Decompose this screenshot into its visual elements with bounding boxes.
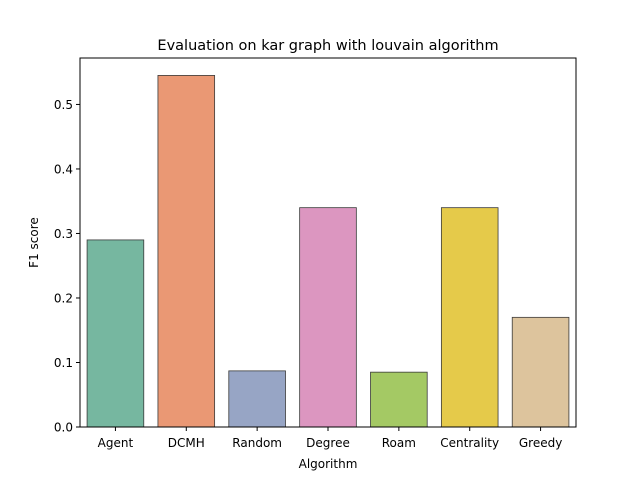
bar-centrality <box>440 207 499 428</box>
chart-title: Evaluation on kar graph with louvain alg… <box>157 38 498 54</box>
x-axis-label: Algorithm <box>299 457 358 471</box>
y-tick-label-2: 0.2 <box>54 291 73 305</box>
x-tick-label-greedy: Greedy <box>519 436 562 450</box>
y-axis-label: F1 score <box>27 217 41 268</box>
y-tick-label-3: 0.3 <box>54 227 73 241</box>
x-tick-label-centrality: Centrality <box>440 436 499 450</box>
bar-random <box>228 370 286 428</box>
y-tick-label-1: 0.1 <box>54 356 73 370</box>
bar-greedy <box>511 316 570 428</box>
x-tick-label-agent: Agent <box>98 436 134 450</box>
x-tick-label-random: Random <box>232 436 282 450</box>
bar-roam <box>370 371 428 428</box>
bar-agent <box>86 239 145 428</box>
bar-degree <box>299 207 357 428</box>
x-tick-label-degree: Degree <box>306 436 350 450</box>
bar-dcmh <box>157 75 216 428</box>
plot-frame <box>79 57 577 428</box>
y-tick-label-4: 0.4 <box>54 162 73 176</box>
y-tick-label-0: 0.0 <box>54 421 73 435</box>
x-tick-label-dcmh: DCMH <box>168 436 205 450</box>
ticks-layer: Agent DCMH Random Degree Roam Centrality Greed… <box>54 98 562 450</box>
y-tick-label-5: 0.5 <box>54 98 73 112</box>
bars-layer <box>86 75 570 428</box>
x-tick-label-roam: Roam <box>382 436 416 450</box>
